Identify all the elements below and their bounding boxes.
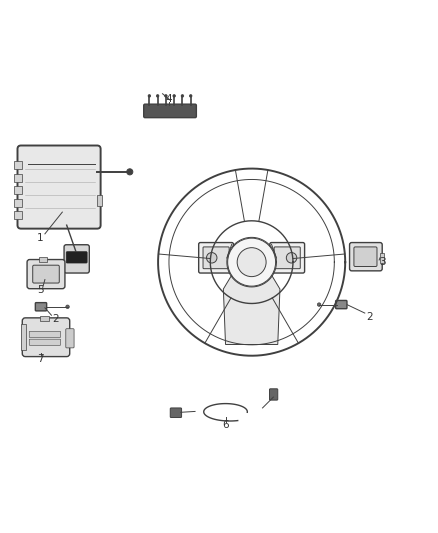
Bar — [21, 325, 26, 350]
Bar — [14, 211, 22, 219]
Circle shape — [66, 305, 69, 309]
Bar — [380, 253, 385, 263]
Circle shape — [148, 94, 151, 97]
FancyBboxPatch shape — [354, 247, 377, 266]
FancyBboxPatch shape — [199, 243, 233, 273]
Bar — [40, 316, 49, 321]
Circle shape — [127, 169, 133, 175]
FancyBboxPatch shape — [27, 260, 65, 289]
Polygon shape — [223, 274, 280, 344]
Text: 1: 1 — [37, 233, 44, 243]
FancyBboxPatch shape — [274, 247, 300, 269]
Bar — [97, 195, 102, 206]
Text: 2: 2 — [366, 312, 372, 321]
FancyBboxPatch shape — [22, 318, 70, 357]
Circle shape — [286, 253, 297, 263]
FancyBboxPatch shape — [66, 252, 87, 263]
Text: 3: 3 — [379, 257, 385, 267]
FancyBboxPatch shape — [336, 301, 347, 309]
Text: 5: 5 — [37, 286, 44, 295]
Text: 2: 2 — [53, 314, 59, 324]
Bar — [14, 174, 22, 182]
Circle shape — [181, 94, 184, 97]
Bar — [39, 257, 47, 262]
Bar — [14, 186, 22, 194]
Circle shape — [165, 94, 167, 97]
FancyBboxPatch shape — [203, 247, 229, 269]
Bar — [14, 161, 22, 168]
Bar — [14, 199, 22, 207]
Circle shape — [156, 94, 159, 97]
FancyBboxPatch shape — [33, 265, 59, 283]
FancyBboxPatch shape — [35, 303, 47, 311]
FancyBboxPatch shape — [269, 389, 278, 400]
Circle shape — [318, 303, 321, 306]
Circle shape — [173, 94, 176, 97]
FancyBboxPatch shape — [350, 243, 382, 271]
FancyBboxPatch shape — [18, 146, 101, 229]
FancyBboxPatch shape — [64, 245, 89, 273]
FancyBboxPatch shape — [270, 243, 304, 273]
Text: 6: 6 — [222, 421, 229, 430]
FancyBboxPatch shape — [144, 104, 196, 118]
FancyBboxPatch shape — [29, 332, 60, 337]
Text: 7: 7 — [37, 354, 44, 364]
Circle shape — [206, 253, 217, 263]
Circle shape — [189, 94, 192, 97]
FancyBboxPatch shape — [29, 339, 60, 345]
Circle shape — [237, 248, 266, 277]
FancyBboxPatch shape — [66, 329, 74, 348]
FancyBboxPatch shape — [170, 408, 182, 417]
Circle shape — [228, 238, 276, 286]
Text: 4: 4 — [166, 94, 172, 104]
